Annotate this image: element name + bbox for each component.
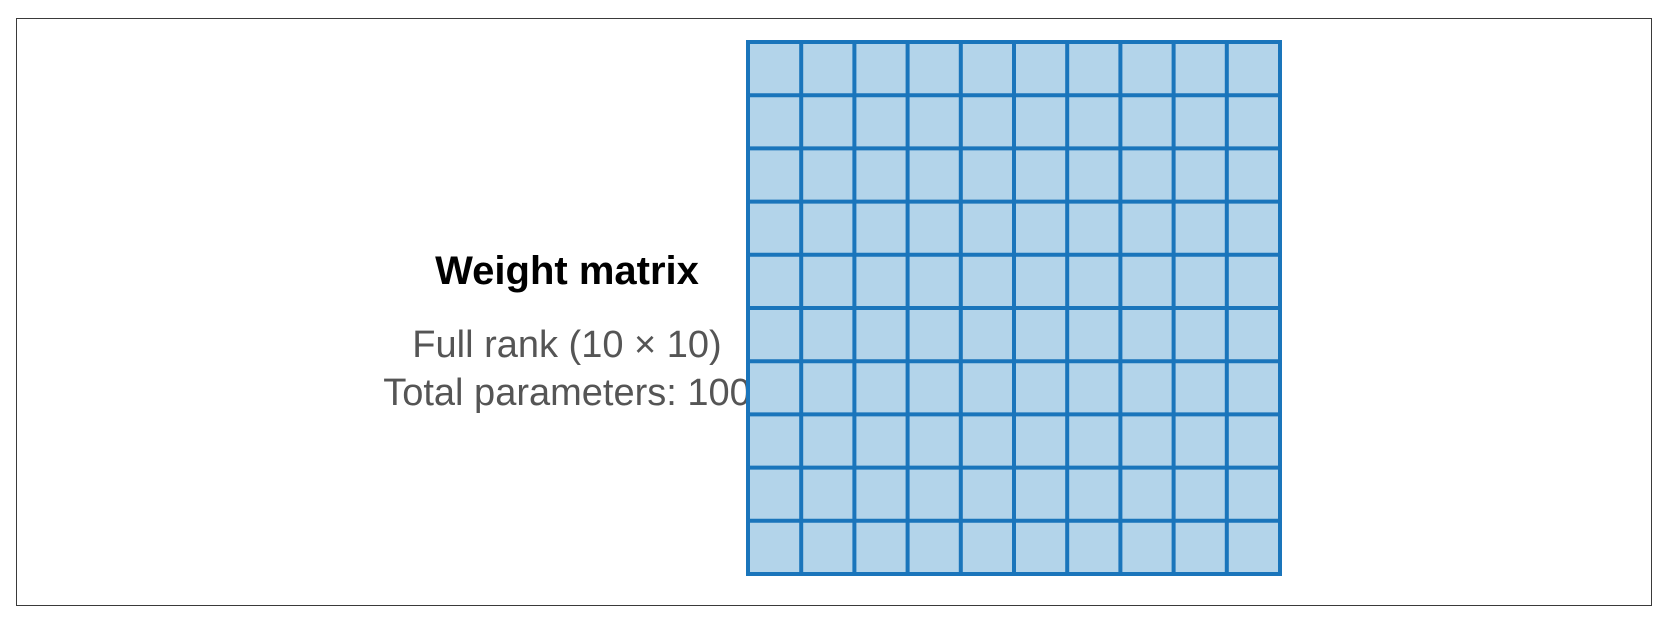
- params-label: Total parameters: 100: [383, 372, 751, 414]
- weight-matrix-grid: [746, 40, 1282, 576]
- figure-frame: Weight matrix Full rank (10 × 10) Total …: [16, 18, 1652, 606]
- matrix-caption: Weight matrix Full rank (10 × 10) Total …: [317, 245, 817, 417]
- rank-label: Full rank (10 × 10): [412, 324, 722, 366]
- matrix-title: Weight matrix: [435, 249, 699, 293]
